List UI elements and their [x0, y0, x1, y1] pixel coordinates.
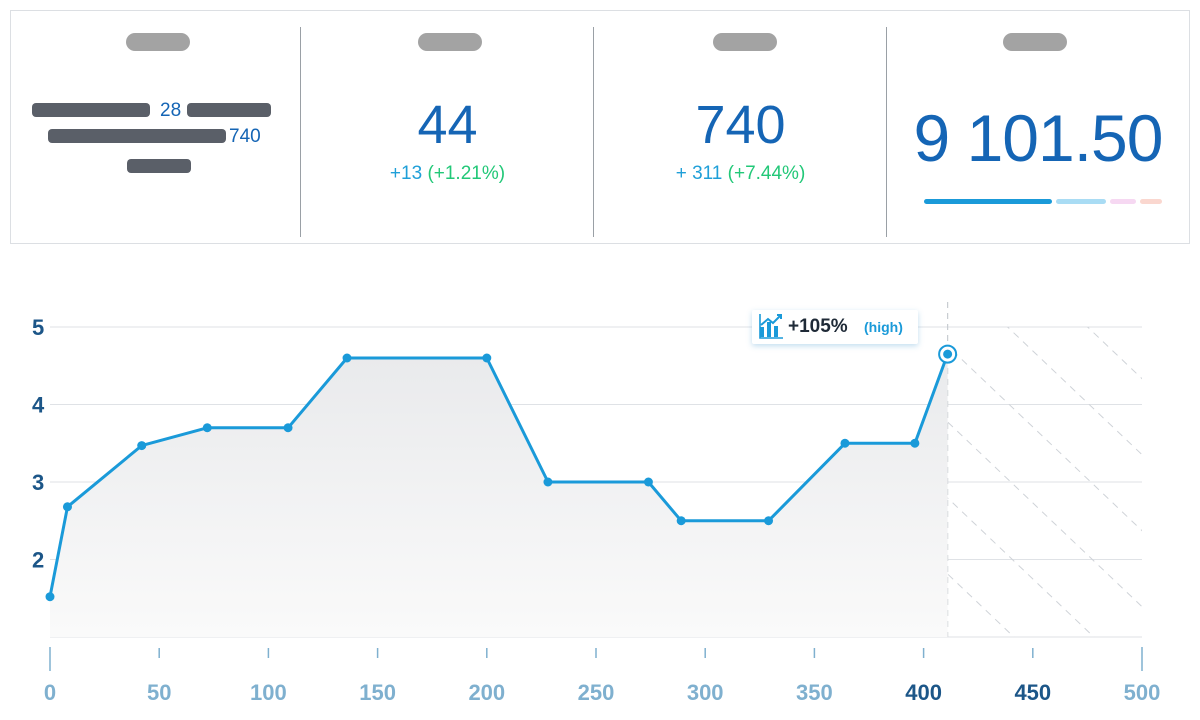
- x-tick-label: 150: [359, 680, 396, 705]
- y-tick-label: 4: [32, 393, 45, 418]
- total-card[interactable]: 9 101.50: [887, 11, 1189, 243]
- total-value: 9 101.50: [913, 101, 1164, 175]
- chart-up-icon: [758, 313, 784, 344]
- progress-segment: [1056, 199, 1106, 204]
- hatch-line: [1006, 327, 1143, 456]
- card-title-placeholder: [713, 33, 777, 51]
- x-tick-label: 0: [44, 680, 56, 705]
- data-point: [62, 502, 72, 512]
- divider: [886, 27, 887, 237]
- metric-delta: + 311 (+7.44%): [594, 161, 887, 187]
- data-point: [840, 438, 850, 448]
- x-tick-label: 450: [1014, 680, 1051, 705]
- delta-absolute: + 311: [675, 163, 723, 184]
- progress-segment: [1110, 199, 1136, 204]
- divider: [593, 27, 594, 237]
- x-tick-label: 50: [147, 680, 171, 705]
- data-point: [676, 516, 686, 526]
- card-title-placeholder: [1003, 33, 1067, 51]
- x-tick-label: 100: [250, 680, 287, 705]
- data-point: [643, 477, 653, 487]
- funnel-bar: [127, 159, 191, 173]
- delta-absolute: +13: [389, 163, 423, 184]
- y-tick-label: 3: [32, 470, 44, 495]
- series-line: [48, 353, 950, 597]
- hatch-line: [947, 421, 1143, 608]
- highlight-point: [943, 349, 953, 359]
- funnel-value-b: 740: [229, 126, 261, 147]
- funnel-card[interactable]: 28 740: [11, 11, 301, 243]
- funnel-value-a: 28: [160, 100, 182, 121]
- funnel-bar: [32, 103, 150, 117]
- hatch-line: [1188, 270, 1200, 650]
- x-tick-label: 250: [578, 680, 615, 705]
- y-tick-label: 5: [32, 315, 44, 340]
- hatch-line: [947, 345, 1143, 532]
- delta-percent: (+7.44%): [727, 163, 806, 184]
- metric-value: 44: [417, 95, 478, 155]
- series-area: [50, 354, 948, 637]
- hatch-line: [947, 497, 1095, 637]
- data-point: [342, 353, 352, 363]
- metric-card[interactable]: 44 +13 (+1.21%): [301, 11, 594, 243]
- hatch-line: [947, 573, 1015, 637]
- data-point: [283, 423, 293, 433]
- data-point: [202, 423, 212, 433]
- change-callout: +105% (high): [752, 310, 918, 344]
- funnel-bar: [187, 103, 271, 117]
- hatch-line: [1086, 327, 1143, 380]
- callout-tag: (high): [864, 319, 903, 335]
- data-point: [764, 516, 774, 526]
- x-tick-label: 200: [468, 680, 505, 705]
- funnel-bar: [48, 129, 226, 143]
- x-tick-label: 300: [687, 680, 724, 705]
- data-point: [137, 441, 147, 451]
- x-tick-label: 350: [796, 680, 833, 705]
- callout-change: +105%: [788, 316, 848, 337]
- y-tick-label: 2: [32, 548, 44, 573]
- x-tick-label: 500: [1124, 680, 1161, 705]
- card-title-placeholder: [418, 33, 482, 51]
- forecast-hatch: [947, 270, 1200, 650]
- data-point: [45, 592, 55, 602]
- data-point: [910, 438, 920, 448]
- x-tick-label: 400: [905, 680, 942, 705]
- metric-value: 740: [695, 95, 786, 155]
- data-point: [482, 353, 492, 363]
- data-point: [543, 477, 553, 487]
- delta-percent: (+1.21%): [427, 163, 506, 184]
- progress-segment: [1140, 199, 1162, 204]
- divider: [300, 27, 301, 237]
- metric-delta: +13 (+1.21%): [301, 161, 594, 187]
- progress-segment: [924, 199, 1052, 204]
- metric-card[interactable]: 740 + 311 (+7.44%): [594, 11, 887, 243]
- stats-panel: 28 740 44 +13 (+1.21%) 740 + 311 (+7.44%…: [10, 10, 1190, 244]
- card-title-placeholder: [126, 33, 190, 51]
